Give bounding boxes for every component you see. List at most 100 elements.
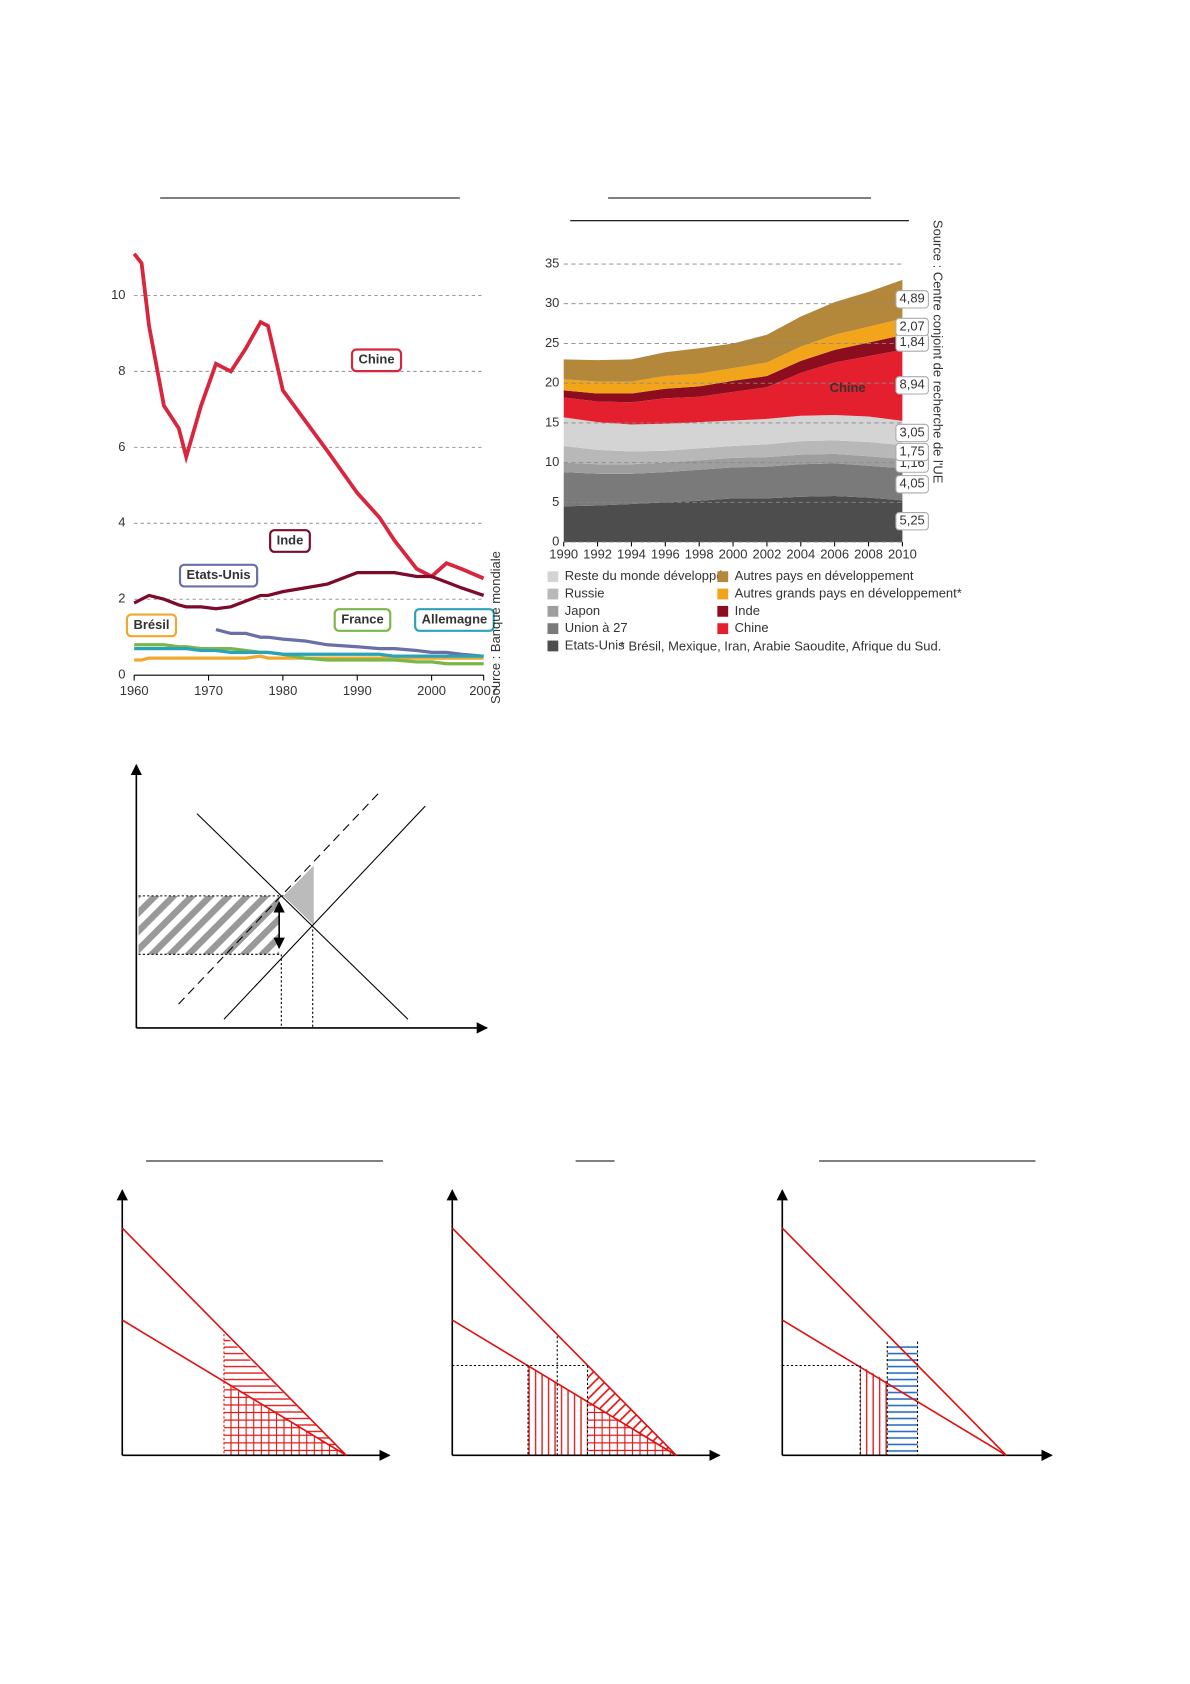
x-tick-label: 1992: [583, 546, 612, 561]
value-label: 5,25: [900, 513, 925, 528]
value-label: 1,75: [900, 443, 925, 458]
source: Source : Banque mondiale: [488, 551, 503, 704]
legend-label: Reste du monde développé: [565, 568, 724, 583]
series-line: [134, 646, 484, 658]
series-label: Chine: [350, 348, 403, 373]
area: [563, 453, 903, 474]
content: 0 2 4 6 8 10 1960 1970 1980 1990 2000 2007 Chine Inde…: [111, 197, 1053, 1461]
x-tick-label: 1960: [120, 683, 149, 698]
label-box: [178, 563, 259, 588]
value-label: 2,07: [900, 318, 925, 333]
x-tick-label: 1990: [549, 546, 578, 561]
x-tick-label: 2000: [417, 683, 446, 698]
x-tick-label: 2004: [786, 546, 815, 561]
series-name: Chine: [359, 352, 395, 367]
series-name: Brésil: [133, 617, 169, 632]
x-tick-label: 2006: [820, 546, 849, 561]
area: [563, 279, 903, 382]
legend-label: Russie: [565, 585, 605, 600]
value-label-box: [895, 376, 929, 395]
value-label-box: [895, 423, 929, 443]
legend-label: Autres grands pays en développement*: [735, 585, 962, 600]
y-tick-label: 6: [118, 439, 125, 454]
source: Source : Centre conjoint de recherche de…: [931, 220, 946, 484]
series-name: Inde: [277, 532, 304, 547]
x-tick-label: 2000: [719, 546, 748, 561]
y-tick-label: 5: [552, 494, 559, 509]
x-tick-label: 2010: [888, 546, 917, 561]
legend-swatch: [547, 571, 559, 583]
series-label: Brésil: [125, 613, 178, 638]
x-tick-label: 1980: [268, 683, 297, 698]
y-tick-label: 10: [545, 454, 559, 469]
value-label: 4,89: [900, 291, 925, 306]
y-tick-label: 35: [545, 255, 559, 270]
value-label: 8,94: [900, 377, 925, 392]
welfare-diagram-3: [776, 1189, 1053, 1461]
series-line: [215, 628, 484, 658]
x-tick-label: 1998: [685, 546, 714, 561]
series-label: Etats-Unis: [178, 563, 259, 588]
series-line: [134, 654, 484, 662]
value-label-box: [895, 442, 929, 462]
series-line: [133, 571, 485, 611]
value-label-box: [895, 317, 929, 337]
welfare-diagram-2: [446, 1189, 721, 1461]
series-label: Inde: [269, 529, 311, 553]
label-box: [333, 608, 392, 632]
legend-swatch: [717, 571, 729, 583]
title-rules: [146, 197, 1036, 1162]
legend-label: Chine: [735, 620, 769, 635]
x-tick-label: 1990: [343, 683, 372, 698]
legend-swatch: [547, 623, 559, 635]
series-name: Etats-Unis: [186, 567, 250, 582]
legend-swatch: [717, 623, 729, 635]
legend-label: Japon: [565, 603, 600, 618]
welfare-diagram-1: [116, 1189, 391, 1461]
x-tick-label: 1996: [651, 546, 680, 561]
area-annotation: Chine: [830, 380, 866, 395]
x-tick-label: 2008: [854, 546, 883, 561]
y-tick-label: 25: [545, 335, 559, 350]
y-tick-label: 0: [118, 667, 125, 682]
label-box: [269, 529, 311, 553]
series-label: Allemagne: [414, 608, 495, 632]
value-label-box: [895, 290, 929, 309]
area: [563, 440, 903, 465]
label-box: [125, 613, 178, 638]
legend-swatch: [717, 605, 729, 617]
series-label: France: [333, 608, 392, 632]
area: [563, 349, 903, 425]
legend-swatch: [547, 640, 559, 652]
series-name: France: [341, 611, 384, 626]
y-tick-label: 10: [111, 287, 125, 302]
y-tick-label: 0: [552, 534, 559, 549]
legend-swatch: [717, 588, 729, 600]
series-line: [132, 252, 485, 581]
y-tick-label: 15: [545, 414, 559, 429]
y-tick-label: 2: [118, 591, 125, 606]
value-label: 3,05: [900, 424, 925, 439]
area: [563, 496, 903, 543]
value-label-box: [895, 512, 929, 531]
label-box: [414, 608, 495, 632]
x-tick-label: 1970: [194, 683, 223, 698]
y-tick-label: 20: [545, 375, 559, 390]
footnote: * Brésil, Mexique, Iran, Arabie Saoudite…: [620, 638, 942, 653]
value-label-box: [895, 475, 929, 494]
supply-demand-diagram: [130, 763, 489, 1034]
area: [563, 318, 903, 394]
value-label: 4,05: [900, 476, 925, 491]
legend-label: Inde: [735, 603, 760, 618]
x-tick-label: 2002: [752, 546, 781, 561]
legend-swatch: [547, 605, 559, 617]
value-label: 1,84: [900, 334, 925, 349]
y-tick-label: 4: [118, 515, 125, 530]
y-tick-label: 8: [118, 363, 125, 378]
x-tick-label: 2007: [469, 683, 498, 698]
legend-label: Union à 27: [565, 620, 628, 635]
legend-label: Etats-Unis: [565, 637, 625, 652]
area: [563, 414, 903, 452]
